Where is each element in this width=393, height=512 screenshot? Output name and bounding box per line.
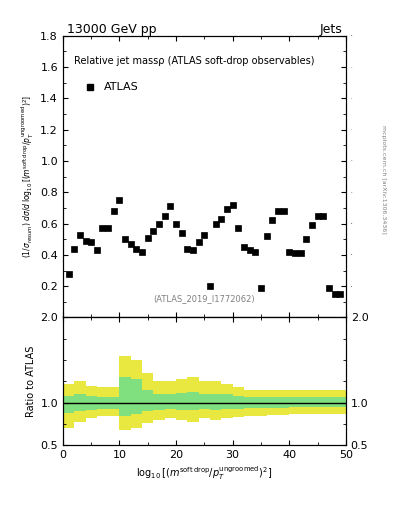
X-axis label: $\log_{10}[(m^{\rm soft\,drop}/p_T^{\rm ungroomed})^2]$: $\log_{10}[(m^{\rm soft\,drop}/p_T^{\rm … [136,464,272,482]
Legend: ATLAS: ATLAS [80,78,143,97]
Y-axis label: Ratio to ATLAS: Ratio to ATLAS [26,346,36,417]
Text: Jets: Jets [319,23,342,36]
Text: Relative jet massρ (ATLAS soft-drop observables): Relative jet massρ (ATLAS soft-drop obse… [74,55,315,66]
Text: (ATLAS_2019_I1772062): (ATLAS_2019_I1772062) [154,294,255,303]
Text: mcplots.cern.ch [arXiv:1306.3436]: mcplots.cern.ch [arXiv:1306.3436] [381,125,386,233]
Text: 13000 GeV pp: 13000 GeV pp [67,23,156,36]
Y-axis label: $(1/\sigma_{resum})$ $d\sigma/d\,\log_{10}[(m^{\rm soft\,drop}/p_T^{\rm ungroome: $(1/\sigma_{resum})$ $d\sigma/d\,\log_{1… [20,95,36,258]
